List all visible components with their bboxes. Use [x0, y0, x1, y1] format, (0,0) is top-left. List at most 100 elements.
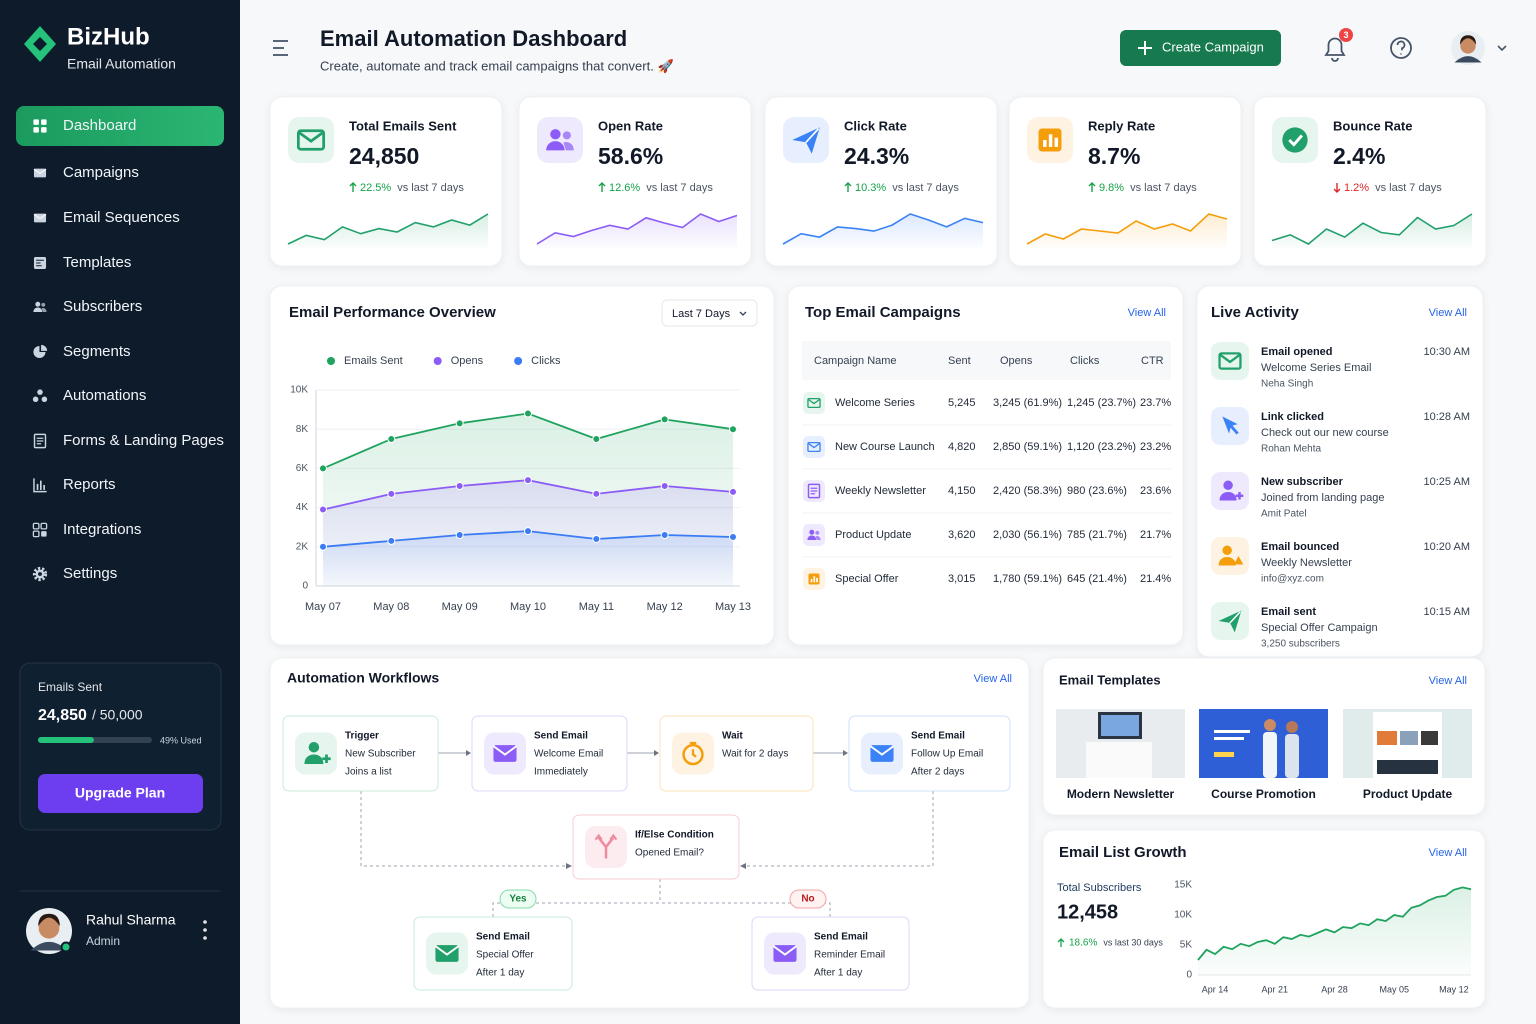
point: [455, 531, 464, 540]
card: [787, 285, 1184, 646]
icon-part: [1218, 556, 1236, 566]
nav-label[interactable]: Email Sequences: [63, 209, 180, 226]
connector: [746, 791, 934, 867]
card-title: Automation Workflows: [287, 670, 439, 686]
view-all[interactable]: View All: [974, 673, 1012, 685]
node-line: Joins a list: [345, 767, 392, 778]
icon-part: [805, 127, 820, 143]
icon-part: [32, 522, 40, 530]
arrowhead: [740, 863, 746, 869]
kpi-value: 2.4%: [1333, 143, 1385, 169]
icon-part: [807, 483, 821, 499]
sparkline: [1271, 213, 1473, 245]
menu-dot[interactable]: [203, 928, 207, 932]
thumb-screen: [1101, 715, 1139, 736]
kpi-value: 58.6%: [598, 143, 663, 169]
nav-label[interactable]: Settings: [63, 565, 117, 582]
node-line: Special Offer: [476, 950, 534, 961]
line: [1197, 886, 1472, 961]
kpi-value: 8.7%: [1088, 143, 1140, 169]
icon: [1219, 480, 1244, 501]
icon: [807, 483, 821, 499]
period-select[interactable]: [661, 299, 758, 327]
template-name[interactable]: Modern Newsletter: [1067, 787, 1175, 801]
usage-title: Emails Sent: [38, 680, 103, 694]
node-title: Send Email: [911, 731, 965, 742]
no-pill: [789, 889, 827, 909]
icon-part: [807, 535, 817, 540]
bell[interactable]: [1324, 37, 1346, 62]
node-title: Wait: [722, 731, 743, 742]
icon-part: [434, 945, 460, 956]
nav-label[interactable]: Subscribers: [63, 298, 142, 315]
icon: [492, 745, 518, 762]
nav-item[interactable]: [16, 554, 224, 594]
nav-label[interactable]: Reports: [63, 476, 116, 493]
icon-part: [36, 437, 44, 445]
nav-item[interactable]: [16, 465, 224, 505]
icon-part: [37, 389, 43, 395]
table-cell: 2,420 (58.3%): [993, 485, 1062, 497]
menu-dot[interactable]: [203, 920, 207, 924]
card-title: Email Performance Overview: [289, 304, 496, 321]
card-title: Live Activity: [1211, 304, 1299, 321]
icon: [869, 745, 895, 762]
icon-part: [41, 307, 47, 312]
menu-dot[interactable]: [203, 936, 207, 940]
nav-label[interactable]: Forms & Landing Pages: [63, 432, 224, 449]
x-tick-label: May 08: [373, 601, 409, 613]
view-all[interactable]: View All: [1429, 307, 1467, 319]
arrowhead: [566, 863, 572, 869]
sparkline-area: [537, 214, 737, 248]
node-title: Trigger: [345, 731, 379, 742]
plus: [1138, 41, 1152, 55]
y-tick-label: 0: [302, 581, 308, 592]
help[interactable]: [1390, 37, 1412, 59]
brand-tagline: Email Automation: [67, 56, 176, 72]
activity-event: Email bounced: [1261, 541, 1339, 553]
nav-label[interactable]: Automations: [63, 387, 146, 404]
nav-label[interactable]: Campaigns: [63, 164, 139, 181]
user-name: Rahul Sharma: [86, 912, 176, 928]
upgrade-label[interactable]: Upgrade Plan: [75, 785, 165, 801]
view-all[interactable]: View All: [1429, 675, 1467, 687]
nav-item-active[interactable]: [16, 106, 224, 146]
page-title: Email Automation Dashboard: [320, 26, 627, 51]
icon-part: [41, 127, 47, 133]
thumb-img: [1400, 731, 1418, 745]
usage-fill: [38, 737, 94, 743]
create-label[interactable]: Create Campaign: [1162, 39, 1264, 54]
nav-label[interactable]: Dashboard: [63, 117, 136, 134]
activity-time: 10:25 AM: [1424, 476, 1470, 488]
icon-part: [1233, 556, 1244, 565]
nav-label[interactable]: Templates: [63, 254, 131, 271]
icon-part: [43, 485, 45, 490]
template-name[interactable]: Product Update: [1363, 787, 1453, 801]
thumb-img: [1421, 731, 1438, 745]
icon-part: [35, 301, 41, 307]
icon-part: [1218, 352, 1242, 370]
legend-swatch: [327, 357, 335, 365]
icon-part: [1054, 137, 1059, 147]
table-cell: 23.2%: [1140, 441, 1171, 453]
nav-label[interactable]: Segments: [63, 343, 131, 360]
area: [323, 531, 733, 586]
icon-part: [297, 130, 325, 143]
icon: [1282, 127, 1308, 153]
template-name[interactable]: Course Promotion: [1211, 787, 1316, 801]
legend-label: Clicks: [531, 355, 561, 367]
activity-detail: Welcome Series Email: [1261, 362, 1371, 374]
period-label[interactable]: Last 7 Days: [672, 308, 731, 320]
icon: [33, 478, 47, 493]
x-tick-label: May 12: [1439, 984, 1469, 994]
nav-label[interactable]: Integrations: [63, 521, 141, 538]
node-line: After 1 day: [814, 968, 862, 979]
view-all[interactable]: View All: [1429, 847, 1467, 859]
change-arrow: [1333, 183, 1341, 193]
upgrade-button[interactable]: [38, 774, 203, 813]
icon: [296, 129, 326, 151]
point: [592, 435, 601, 443]
icon-bg: [537, 117, 583, 163]
view-all[interactable]: View All: [1128, 307, 1166, 319]
create-button[interactable]: [1120, 30, 1281, 66]
